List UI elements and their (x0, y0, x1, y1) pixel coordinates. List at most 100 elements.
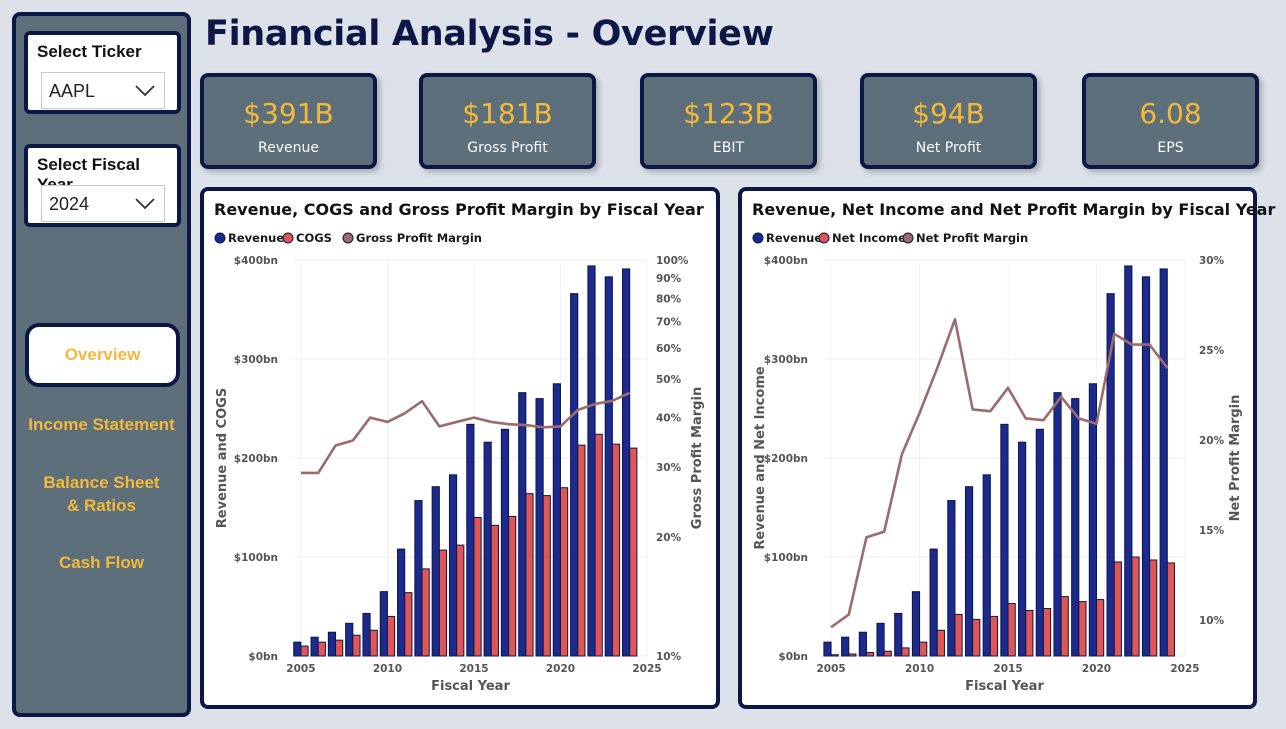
bar-revenue (518, 392, 527, 657)
bar-net-income (1060, 596, 1069, 657)
bar-cogs (559, 487, 569, 657)
bar-revenue (604, 276, 613, 657)
bar-net-income (936, 629, 945, 657)
kpi-label: EBIT (712, 140, 745, 156)
y2-tick-label: 50% (656, 374, 682, 386)
x-tick-label: 2010 (373, 663, 402, 675)
y2-tick-label: 20% (1199, 435, 1225, 447)
x-tick-label: 2020 (1082, 663, 1111, 675)
bar-cogs (438, 549, 448, 657)
legend-marker (342, 232, 354, 244)
y2-tick-label: 60% (656, 343, 682, 355)
nav-income-statement[interactable]: Income Statement (28, 415, 175, 434)
bar-net-income (865, 652, 875, 657)
y-tick-label: $200bn (234, 453, 278, 465)
kpi-card-eps: 6.08 EPS (1082, 73, 1259, 169)
y-tick-label: $400bn (234, 255, 278, 267)
bar-cogs (404, 592, 413, 657)
bar-net-income (919, 641, 928, 657)
bar-cogs (490, 524, 499, 657)
y2-tick-label: 10% (1199, 615, 1225, 627)
bar-revenue (1159, 268, 1168, 657)
bar-revenue (448, 474, 458, 657)
chart-title: Revenue, Net Income and Net Profit Margi… (752, 200, 1276, 219)
bar-revenue (1124, 265, 1133, 657)
bar-cogs (473, 516, 482, 657)
bar-revenue (327, 631, 337, 657)
kpi-value: $94B (912, 97, 985, 130)
bar-revenue (466, 423, 475, 657)
bar-revenue (379, 591, 388, 657)
bar-net-income (1131, 556, 1140, 657)
legend-label: COGS (296, 231, 332, 245)
chart-revenue-netincome-npm: Revenue, Net Income and Net Profit Margi… (738, 187, 1275, 709)
bar-net-income (954, 613, 963, 657)
y-tick-label: $200bn (764, 453, 808, 465)
bar-revenue (1071, 398, 1080, 657)
chart-revenue-cogs-gpm: Revenue, COGS and Gross Profit Margin by… (200, 187, 720, 709)
y-tick-label: $300bn (234, 354, 278, 366)
nav-balance-sheet-ratios[interactable]: Balance Sheet & Ratios (43, 473, 160, 515)
y2-tick-label: 20% (656, 532, 682, 544)
bar-cogs (369, 629, 378, 657)
bar-cogs (421, 568, 430, 657)
bar-net-income (989, 615, 999, 657)
chevron-down-icon (135, 198, 155, 210)
kpi-card-ebit: $123B EBIT (640, 73, 817, 169)
legend-marker (818, 232, 830, 244)
bar-revenue (431, 486, 440, 657)
bar-revenue (1088, 383, 1098, 657)
y2-tick-label: 10% (656, 651, 682, 663)
bar-revenue (1141, 276, 1151, 657)
fiscal-year-dropdown[interactable]: 2024 (41, 185, 165, 222)
kpi-label: EPS (1157, 140, 1184, 156)
bar-cogs (386, 615, 396, 657)
bar-revenue (1000, 423, 1009, 657)
legend-marker (214, 232, 226, 244)
fiscal-year-slicer: Select Fiscal Year 2024 (24, 144, 181, 227)
y2-axis-title: Net Profit Margin (1228, 395, 1243, 522)
bar-revenue (929, 548, 938, 657)
bar-net-income (1078, 601, 1087, 657)
y2-tick-label: 80% (656, 293, 682, 305)
legend-marker (752, 232, 764, 244)
kpi-value: 6.08 (1139, 97, 1202, 130)
nav-overview-button[interactable]: Overview (25, 323, 180, 387)
bar-revenue (552, 383, 561, 657)
ticker-slicer-title: Select Ticker (37, 42, 142, 61)
nav-cash-flow[interactable]: Cash Flow (58, 553, 144, 572)
x-tick-label: 2005 (286, 663, 315, 675)
legend-label: Gross Profit Margin (356, 231, 482, 245)
bar-revenue (293, 641, 302, 657)
bar-net-income (1042, 607, 1052, 657)
bar-revenue (858, 631, 867, 657)
bar-revenue (570, 293, 579, 657)
kpi-card-revenue: $391B Revenue (200, 73, 377, 169)
page-title: Financial Analysis - Overview (205, 14, 774, 54)
bar-revenue (982, 474, 991, 657)
bar-revenue (310, 636, 319, 657)
bar-revenue (894, 612, 903, 657)
x-tick-label: 2010 (905, 663, 934, 675)
bar-revenue (345, 622, 354, 657)
kpi-value: $123B (683, 97, 774, 130)
chevron-down-icon (135, 85, 155, 97)
line-net-profit-margin (830, 318, 1169, 629)
ticker-dropdown[interactable]: AAPL (41, 72, 165, 109)
y2-tick-label: 30% (1199, 255, 1225, 267)
bar-revenue (362, 612, 371, 657)
kpi-label: Gross Profit (467, 140, 548, 156)
legend-label: Revenue (766, 231, 822, 245)
kpi-value: $181B (462, 97, 553, 130)
bar-revenue (964, 486, 974, 657)
x-tick-label: 2015 (993, 663, 1022, 675)
x-tick-label: 2005 (816, 663, 845, 675)
line-gross-profit-margin (300, 391, 631, 475)
bar-net-income (830, 654, 839, 657)
kpi-card-gross-profit: $181B Gross Profit (419, 73, 596, 169)
y-tick-label: $0bn (778, 651, 808, 663)
bar-revenue (1018, 441, 1027, 657)
bar-cogs (629, 447, 638, 657)
bar-revenue (876, 622, 885, 657)
y2-tick-label: 70% (656, 316, 682, 328)
